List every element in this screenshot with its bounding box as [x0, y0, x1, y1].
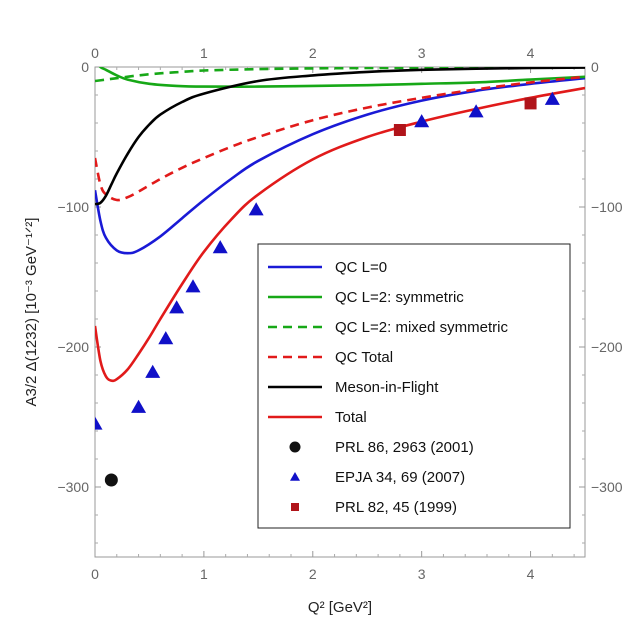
series-layer	[95, 67, 585, 383]
x-tick-label-top: 1	[200, 45, 208, 61]
y-axis-title: A3/2 Δ(1232) [10⁻³ GeV⁻¹ᐟ²]	[23, 218, 40, 407]
data-point-epja-34-69-2007	[468, 104, 484, 118]
x-tick-label-bottom: 0	[91, 566, 99, 582]
y-tick-label-left: −100	[57, 199, 89, 215]
legend-label: QC L=0	[335, 259, 387, 276]
x-tick-label-top: 2	[309, 45, 317, 61]
legend-marker-prl-82-45-1999	[291, 503, 299, 511]
y-tick-label-right: −300	[591, 479, 623, 495]
x-tick-label-bottom: 1	[200, 566, 208, 582]
legend-marker-epja-34-69-2007	[290, 472, 300, 481]
y-tick-label-right: 0	[591, 59, 599, 75]
legend-label: QC L=2: mixed symmetric	[335, 319, 508, 336]
legend-label: QC Total	[335, 349, 393, 366]
legend: QC L=0 QC L=2: symmetric QC L=2: mixed sym…	[257, 243, 571, 529]
legend-label: Meson-in-Flight	[335, 379, 439, 396]
series-line-meson-in-flight	[95, 67, 585, 206]
data-point-epja-34-69-2007	[185, 279, 201, 293]
legend-label: EPJA 34, 69 (2007)	[335, 469, 465, 486]
data-point-prl-82-45-1999	[393, 124, 406, 136]
series-line-qc-l-2-mixed-symmetric	[95, 67, 585, 83]
legend-marker-prl-86-2963-2001	[289, 441, 301, 453]
x-tick-label-bottom: 3	[418, 566, 426, 582]
x-tick-label-top: 4	[527, 45, 535, 61]
legend-label: QC L=2: symmetric	[335, 289, 464, 306]
y-tick-label-right: −100	[591, 199, 623, 215]
points-layer	[95, 91, 560, 487]
data-point-epja-34-69-2007	[212, 240, 228, 254]
x-axis-title: Q² [GeV²]	[308, 599, 372, 616]
y-tick-label-left: 0	[81, 59, 89, 75]
y-axis-ticks: 0 0 −100 −100 −200 −200 −300 −300	[57, 59, 623, 544]
x-tick-label-bottom: 4	[527, 566, 535, 582]
x-tick-label-top: 0	[91, 45, 99, 61]
y-tick-label-left: −200	[57, 339, 89, 355]
data-point-epja-34-69-2007	[414, 114, 430, 128]
data-point-prl-86-2963-2001	[104, 473, 118, 487]
legend-label: Total	[335, 409, 367, 426]
data-point-epja-34-69-2007	[544, 91, 560, 105]
data-point-epja-34-69-2007	[158, 331, 174, 345]
series-line-qc-l-2-symmetric	[98, 67, 585, 88]
series-line-qc-total	[95, 75, 585, 202]
data-point-epja-34-69-2007	[169, 300, 185, 314]
x-axis-ticks: 0 0 1 1 2 2 3 3 4 4	[91, 45, 575, 582]
data-point-epja-34-69-2007	[248, 202, 264, 216]
legend-label: PRL 82, 45 (1999)	[335, 499, 457, 516]
x-tick-label-bottom: 2	[309, 566, 317, 582]
data-point-epja-34-69-2007	[131, 399, 147, 413]
data-point-epja-34-69-2007	[95, 416, 103, 430]
data-point-epja-34-69-2007	[145, 364, 161, 378]
data-point-prl-82-45-1999	[524, 97, 537, 110]
y-tick-label-right: −200	[591, 339, 623, 355]
series-line-qc-l-0	[95, 76, 585, 255]
legend-label: PRL 86, 2963 (2001)	[335, 439, 474, 456]
y-tick-label-left: −300	[57, 479, 89, 495]
x-tick-label-top: 3	[418, 45, 426, 61]
